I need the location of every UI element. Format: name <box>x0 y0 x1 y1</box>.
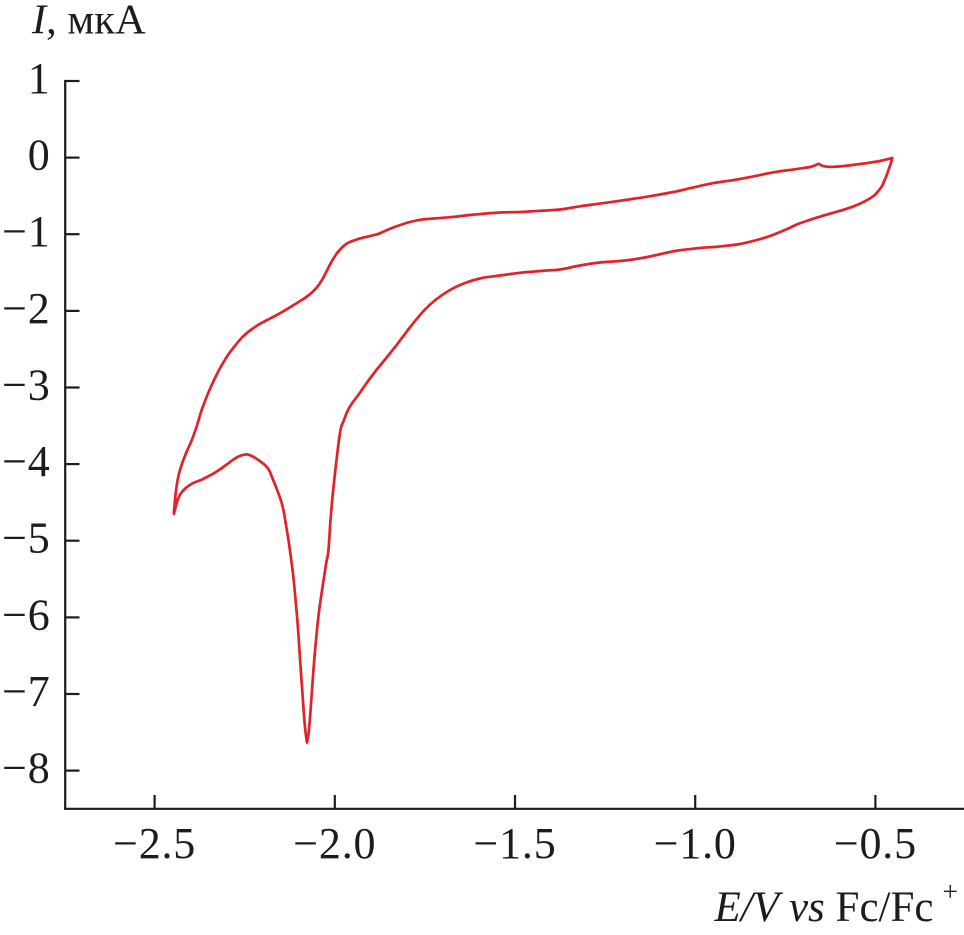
svg-text:0: 0 <box>28 131 51 180</box>
svg-text:−1.0: −1.0 <box>654 819 737 868</box>
svg-text:−0.5: −0.5 <box>834 819 917 868</box>
svg-text:−2: −2 <box>2 284 50 333</box>
svg-text:−7: −7 <box>2 667 50 716</box>
svg-text:−8: −8 <box>2 744 50 793</box>
svg-text:−2.5: −2.5 <box>113 819 196 868</box>
svg-text:−5: −5 <box>2 514 50 563</box>
svg-text:−1: −1 <box>2 207 50 256</box>
svg-text:−2.0: −2.0 <box>293 819 376 868</box>
svg-text:E/V vs Fc/Fc+: E/V vs Fc/Fc + <box>713 876 958 932</box>
svg-text:−3: −3 <box>2 361 50 410</box>
svg-text:−4: −4 <box>2 437 50 486</box>
svg-text:−6: −6 <box>2 590 50 639</box>
svg-text:−1.5: −1.5 <box>473 819 556 868</box>
svg-text:I, мкА: I, мкА <box>31 0 146 44</box>
svg-text:1: 1 <box>28 54 51 103</box>
